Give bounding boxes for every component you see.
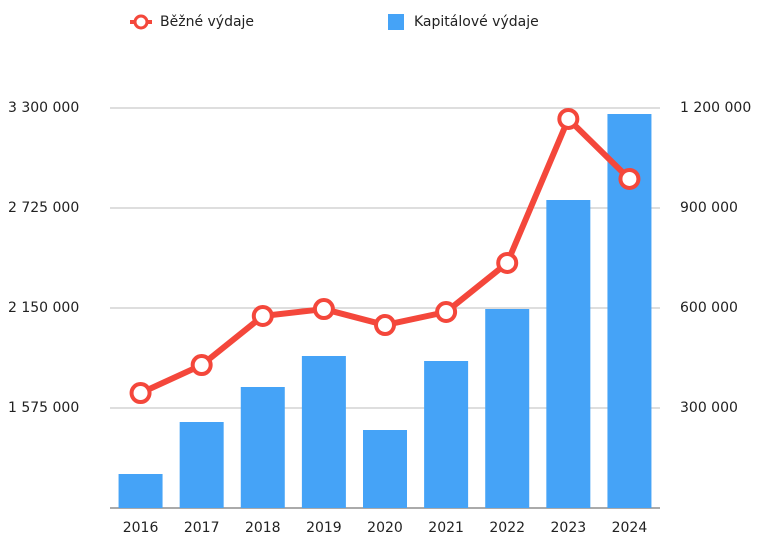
bar	[179, 422, 224, 508]
point	[557, 107, 580, 130]
point	[435, 301, 458, 323]
point	[496, 251, 519, 274]
legend-marker	[133, 14, 149, 30]
point	[618, 167, 641, 190]
point	[129, 382, 152, 405]
y-tick-label: 1 575 000	[8, 400, 79, 416]
y2-tick-label: 600 000	[680, 300, 738, 316]
y2-tick-label: 900 000	[680, 200, 738, 216]
x-tick-label: 2022	[489, 520, 525, 536]
x-tick-label: 2023	[551, 520, 587, 536]
x-tick-label: 2021	[428, 520, 464, 536]
y-tick-label: 3 300 000	[8, 100, 79, 116]
legend-swatch	[388, 14, 404, 30]
bar	[301, 356, 346, 508]
x-tick-label: 2016	[123, 520, 159, 536]
legend-label: Běžné výdaje	[160, 14, 254, 30]
x-tick-label: 2019	[306, 520, 342, 536]
point	[374, 314, 396, 337]
bar	[240, 387, 285, 508]
bar	[118, 474, 163, 508]
point	[312, 298, 335, 321]
point	[251, 305, 274, 327]
bar	[485, 309, 530, 508]
x-tick-label: 2018	[245, 520, 281, 536]
y-tick-label: 2 725 000	[8, 200, 79, 216]
y-tick-label: 2 150 000	[8, 300, 79, 316]
y2-tick-label: 1 200 000	[680, 100, 751, 116]
x-tick-label: 2017	[184, 520, 220, 536]
bar	[424, 361, 469, 508]
x-tick-label: 2020	[367, 520, 403, 536]
bar	[363, 430, 407, 508]
bar	[546, 200, 591, 508]
x-tick-label: 2024	[612, 520, 648, 536]
legend-label: Kapitálové výdaje	[414, 14, 539, 30]
y2-tick-label: 300 000	[680, 400, 738, 416]
point	[190, 354, 213, 377]
